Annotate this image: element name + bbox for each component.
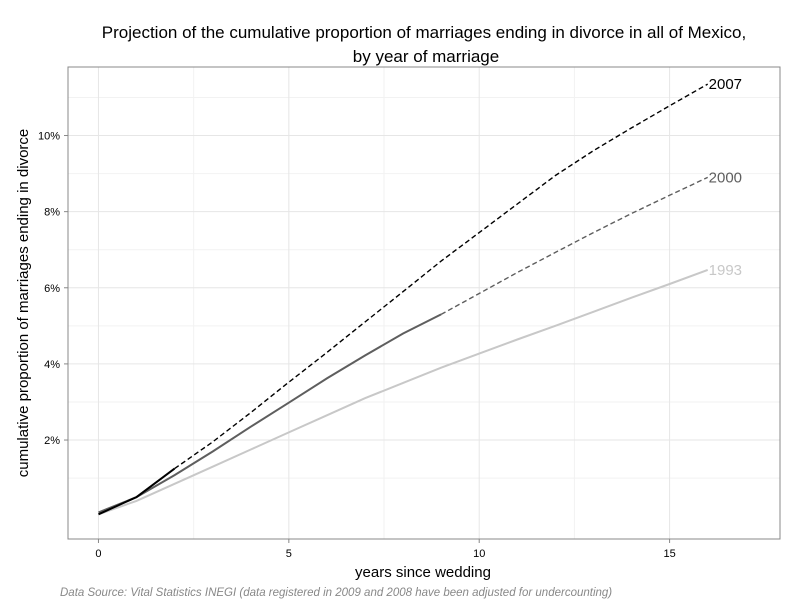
data-source-note: Data Source: Vital Statistics INEGI (dat… (60, 587, 612, 599)
series-label-2007: 2007 (709, 76, 742, 93)
chart-title-line2: by year of marriage (353, 47, 499, 66)
series-label-2000: 2000 (709, 169, 742, 186)
x-tick-label: 5 (286, 548, 292, 560)
y-tick-label: 2% (44, 435, 60, 447)
series-lines (98, 83, 709, 516)
series-2007-observed-line (98, 467, 176, 516)
series-1993-observed-line (98, 268, 709, 516)
series-2007-projected-line (174, 83, 709, 470)
plot-frame (67, 66, 781, 540)
series-2000-observed-line (98, 313, 442, 514)
x-tick-label: 15 (663, 548, 675, 560)
y-tick-label: 10% (38, 131, 60, 143)
series-label-1993: 1993 (709, 262, 742, 279)
y-axis-title: cumulative proportion of marriages endin… (15, 129, 32, 478)
chart-title-line1: Projection of the cumulative proportion … (102, 23, 746, 42)
y-tick-label: 4% (44, 359, 60, 371)
y-axis-ticks: 2% 4% 6% 8% 10% (38, 131, 68, 447)
x-tick-label: 10 (473, 548, 485, 560)
y-tick-label: 6% (44, 283, 60, 295)
x-axis-ticks: 0 5 10 15 (95, 539, 676, 560)
grid (68, 67, 780, 539)
y-tick-label: 8% (44, 207, 60, 219)
series-2000-projected-line (440, 176, 708, 316)
x-tick-label: 0 (95, 548, 101, 560)
series-labels: 1993 2000 2007 (709, 76, 742, 279)
x-axis-title: years since wedding (355, 564, 491, 581)
